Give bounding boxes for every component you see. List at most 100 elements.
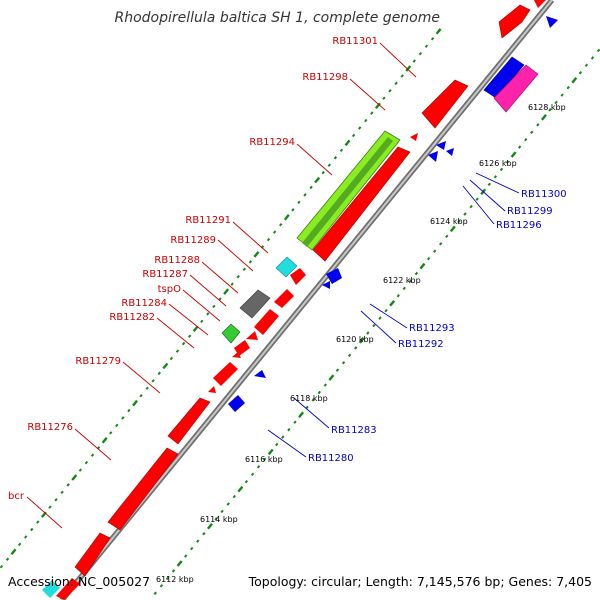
tick-mark xyxy=(396,294,400,298)
gene-arrow[interactable] xyxy=(428,151,438,162)
tick-mark xyxy=(176,560,183,567)
gene-label[interactable]: RB11289 xyxy=(170,235,216,246)
gene-label[interactable]: RB11284 xyxy=(121,298,167,309)
tick-mark xyxy=(426,256,431,261)
gene-box[interactable] xyxy=(275,256,298,278)
gene-arrow[interactable] xyxy=(546,16,558,28)
gene-label[interactable]: RB11298 xyxy=(302,72,348,83)
gene-arrow[interactable] xyxy=(421,79,469,129)
gene-arrow[interactable] xyxy=(56,578,80,600)
tick-mark xyxy=(344,139,351,147)
gene-label[interactable]: RB11291 xyxy=(185,215,231,226)
gene-arrow[interactable] xyxy=(232,352,241,358)
gene-label[interactable]: RB11292 xyxy=(398,339,444,350)
tick-mark xyxy=(596,48,600,53)
tick-mark xyxy=(487,182,491,187)
gene-label[interactable]: RB11288 xyxy=(154,255,200,266)
tick-mark xyxy=(382,96,386,100)
tick-mark xyxy=(505,160,510,164)
gene-arrow[interactable] xyxy=(446,148,454,156)
tick-mark xyxy=(281,435,285,439)
gene-label[interactable]: RB11283 xyxy=(331,425,377,436)
tick-mark xyxy=(424,44,429,48)
gene-arrow[interactable] xyxy=(254,309,279,335)
tick-mark xyxy=(237,485,244,493)
gene-label[interactable]: RB11299 xyxy=(507,206,553,217)
gene-label[interactable]: RB11300 xyxy=(521,189,567,200)
tick-mark xyxy=(244,479,249,484)
gene-box[interactable] xyxy=(239,289,271,319)
tick-mark xyxy=(202,532,206,536)
tick-mark xyxy=(400,74,404,78)
gene-label[interactable]: RB11280 xyxy=(308,453,354,464)
tick-mark xyxy=(419,262,426,270)
gene-arrow[interactable] xyxy=(290,268,306,285)
tick-mark xyxy=(590,56,595,60)
gene-arrow[interactable] xyxy=(312,146,411,262)
gene-arrow[interactable] xyxy=(534,0,546,8)
gene-label[interactable]: RB11293 xyxy=(409,323,455,334)
tick-mark xyxy=(54,498,58,502)
tick-mark xyxy=(571,76,578,84)
gene-arrow[interactable] xyxy=(213,362,238,386)
gene-arrow[interactable] xyxy=(436,141,446,150)
gene-label[interactable]: RB11282 xyxy=(109,312,155,323)
tick-mark xyxy=(283,214,290,221)
gene-arrow[interactable] xyxy=(228,395,245,412)
kbp-label: 6116 kbp xyxy=(245,455,283,464)
kbp-labels: 6112 kbp 6114 kbp 6116 kbp 6118 kbp 6120… xyxy=(156,103,566,584)
tick-mark xyxy=(584,63,589,68)
gene-arrow[interactable] xyxy=(208,386,216,393)
tick-mark xyxy=(433,249,437,253)
tick-mark xyxy=(230,282,234,286)
gene-box[interactable] xyxy=(42,580,60,598)
tick-mark xyxy=(418,51,423,56)
gene-label[interactable]: RB11287 xyxy=(142,269,188,280)
kbp-label: 6120 kbp xyxy=(336,335,374,344)
gene-box[interactable] xyxy=(221,323,241,344)
gene-arrow[interactable] xyxy=(246,331,258,340)
tick-mark xyxy=(273,230,277,234)
reverse-strand-genes xyxy=(228,16,558,412)
tick-mark xyxy=(335,368,340,372)
gene-label[interactable]: RB11279 xyxy=(75,356,121,367)
tick-mark xyxy=(309,185,313,190)
tick-mark xyxy=(297,200,301,205)
genome-summary: Topology: circular; Length: 7,145,576 bp… xyxy=(248,574,592,589)
gene-arrow[interactable] xyxy=(410,133,418,141)
tick-mark xyxy=(223,288,230,295)
tick-mark xyxy=(66,483,70,487)
gene-arrow[interactable] xyxy=(322,281,330,289)
tick-mark xyxy=(36,520,40,524)
gene-label[interactable]: RB11294 xyxy=(249,137,295,148)
gene-arrow[interactable] xyxy=(498,4,531,39)
gene-arrow[interactable] xyxy=(483,56,525,99)
gene-arrow[interactable] xyxy=(107,447,179,531)
tick-mark xyxy=(157,371,161,376)
tick-mark xyxy=(279,222,283,227)
tick-mark xyxy=(518,145,522,149)
tick-mark xyxy=(510,151,517,158)
tick-mark xyxy=(71,474,78,481)
gene-arrow[interactable] xyxy=(274,289,294,308)
tick-mark xyxy=(121,416,125,420)
gene-label[interactable]: RB11296 xyxy=(496,220,542,231)
gene-arrow[interactable] xyxy=(493,64,539,113)
gene-label[interactable]: RB11276 xyxy=(27,422,73,433)
tick-mark xyxy=(328,374,335,381)
tick-mark xyxy=(78,468,82,472)
tick-mark xyxy=(388,89,392,93)
tick-mark xyxy=(351,133,356,138)
kbp-label: 6128 kbp xyxy=(528,103,566,112)
tick-mark xyxy=(232,494,236,499)
gene-arrow[interactable] xyxy=(326,268,342,284)
gene-label[interactable]: bcr xyxy=(8,491,25,502)
gene-label[interactable]: tspO xyxy=(158,284,181,295)
gene-arrow[interactable] xyxy=(254,370,266,378)
tick-mark xyxy=(181,341,186,346)
gene-label[interactable]: RB11301 xyxy=(332,36,378,47)
kbp-label: 6114 kbp xyxy=(200,515,238,524)
gene-arrow[interactable] xyxy=(74,532,111,577)
forward-strand-genes xyxy=(42,0,546,600)
gene-arrow[interactable] xyxy=(167,397,211,445)
